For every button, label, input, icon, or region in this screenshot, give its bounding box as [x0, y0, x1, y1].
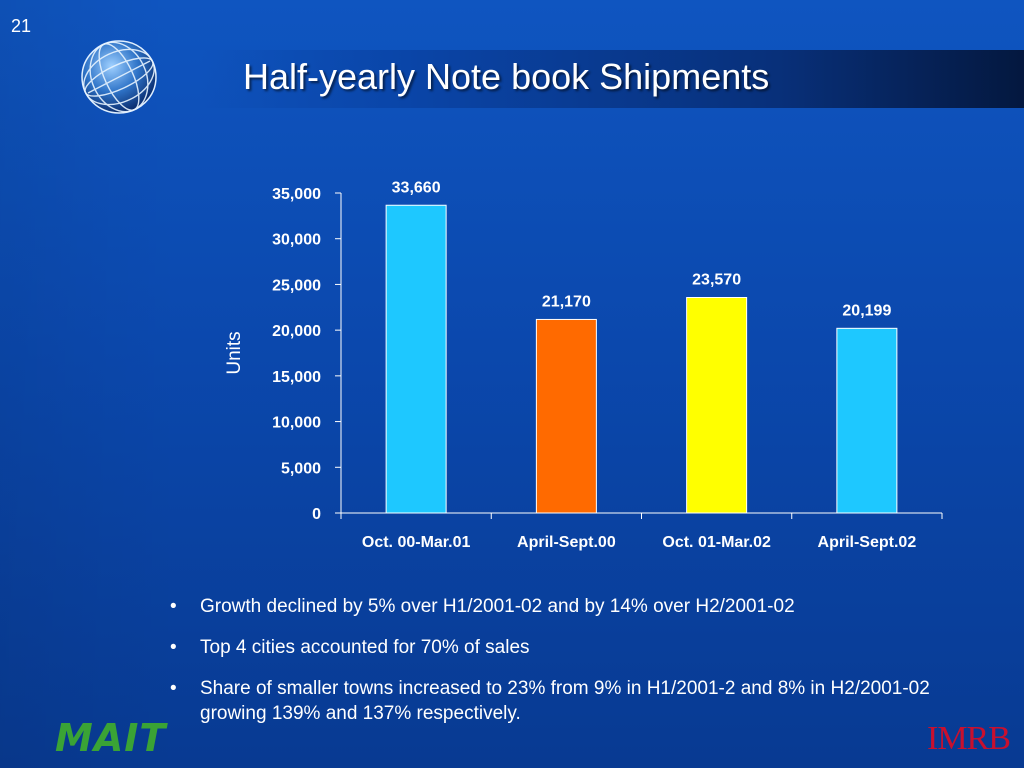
- x-tick-label: Oct. 00-Mar.01: [362, 534, 471, 551]
- data-label: 20,199: [842, 302, 891, 319]
- data-label: 23,570: [692, 272, 741, 289]
- bullet-icon: •: [170, 596, 177, 617]
- data-label: 21,170: [542, 293, 591, 310]
- data-label: 33,660: [392, 179, 441, 196]
- bar: [535, 318, 597, 514]
- imrb-logo: IMRB: [927, 720, 1011, 757]
- bullet-icon: •: [170, 637, 177, 658]
- y-axis-label: Units: [224, 331, 245, 374]
- globe-icon: [81, 40, 157, 114]
- bar: [686, 297, 748, 514]
- left-band: [0, 0, 180, 768]
- y-tick-label: 30,000: [272, 232, 321, 249]
- bar: [385, 204, 447, 514]
- bullet-item: • Share of smaller towns increased to 23…: [170, 676, 970, 726]
- slide-title: Half-yearly Note book Shipments: [243, 56, 770, 97]
- bullet-item: • Growth declined by 5% over H1/2001-02 …: [170, 594, 970, 619]
- title-bar: [200, 50, 1024, 108]
- y-tick-label: 15,000: [272, 369, 321, 386]
- y-tick-label: 20,000: [272, 323, 321, 340]
- y-tick-label: 25,000: [272, 277, 321, 294]
- bullet-list: • Growth declined by 5% over H1/2001-02 …: [170, 594, 970, 742]
- x-tick-label: Oct. 01-Mar.02: [662, 534, 771, 551]
- bullet-text: Growth declined by 5% over H1/2001-02 an…: [200, 596, 795, 617]
- bullet-icon: •: [170, 678, 177, 699]
- bullet-item: • Top 4 cities accounted for 70% of sale…: [170, 635, 970, 660]
- slide-number: 21: [11, 16, 32, 36]
- x-tick-label: April-Sept.00: [517, 534, 616, 551]
- y-tick-label: 0: [312, 506, 321, 523]
- bar: [836, 327, 898, 514]
- y-tick-label: 10,000: [272, 415, 321, 432]
- mait-logo: MAIT: [55, 716, 167, 760]
- bullet-text: Share of smaller towns increased to 23% …: [200, 678, 930, 724]
- y-tick-label: 5,000: [281, 460, 321, 477]
- x-tick-label: April-Sept.02: [818, 534, 917, 551]
- bullet-text: Top 4 cities accounted for 70% of sales: [200, 637, 530, 658]
- y-tick-label: 35,000: [272, 186, 321, 203]
